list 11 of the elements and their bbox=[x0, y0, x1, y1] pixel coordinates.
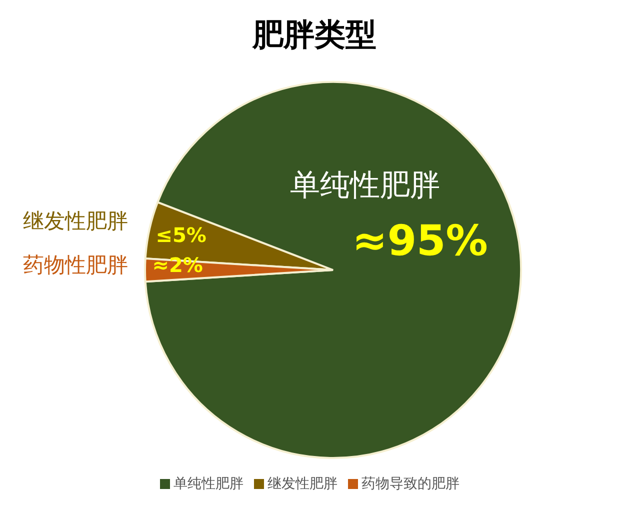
legend-label: 继发性肥胖 bbox=[268, 476, 338, 492]
chart-title: 肥胖类型 bbox=[251, 16, 378, 55]
text: 单纯性肥胖 bbox=[290, 168, 440, 203]
text: 药物性肥胖 bbox=[23, 253, 128, 278]
legend-label: 单纯性肥胖 bbox=[174, 476, 244, 492]
data-label: ≈95% bbox=[352, 216, 488, 265]
text: 继发性肥胖 bbox=[23, 208, 128, 233]
data-label: ≈2% bbox=[152, 253, 203, 278]
data-label: ≤5% bbox=[156, 222, 206, 247]
legend-label: 药物导致的肥胖 bbox=[362, 476, 460, 492]
pie-slice bbox=[144, 81, 522, 459]
